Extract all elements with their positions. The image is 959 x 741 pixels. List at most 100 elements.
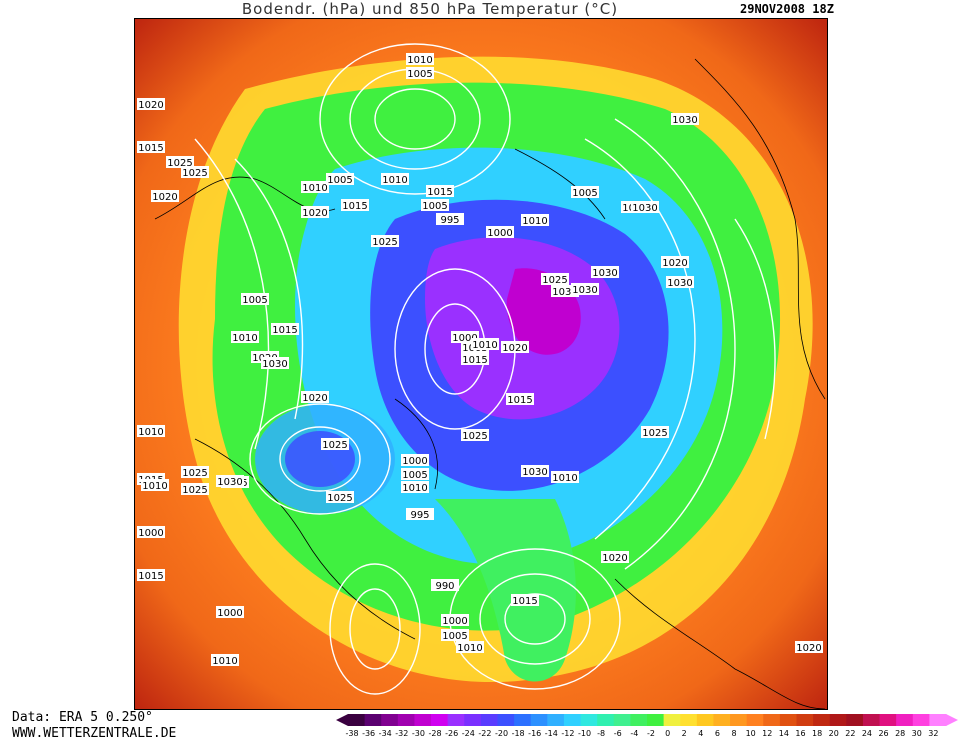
isobar-label-box [591, 266, 619, 278]
isobar-label-box [456, 641, 484, 653]
isobar-label-box [795, 641, 823, 653]
legend-tick-label: -34 [378, 729, 392, 738]
isobar-label-box [511, 594, 539, 606]
legend-swatch [497, 714, 515, 726]
isobar-label-box [301, 206, 329, 218]
isobar-label: 1020 [152, 192, 177, 203]
isobar-label: 1020 [502, 343, 527, 354]
isobar-label-box [431, 579, 459, 591]
legend-swatch [846, 714, 864, 726]
isobar-label: 1000 [452, 333, 477, 344]
legend-tick-label: -22 [478, 729, 492, 738]
legend-tick-label: -20 [494, 729, 509, 738]
legend-tick-label: -14 [544, 729, 558, 738]
isobar-label: 1010 [382, 175, 407, 186]
isobar-label: 1025 [542, 275, 567, 286]
isobar-label-box [301, 391, 329, 403]
legend-tick-label: 32 [928, 729, 939, 738]
legend-tick-label: -30 [411, 729, 425, 738]
isobar-label: 1020 [302, 393, 327, 404]
isobar-label: 1015 [427, 187, 452, 198]
isobar-label-box [541, 273, 569, 285]
isobar-label: 1005 [442, 631, 467, 642]
isobar-label: 1015 [342, 201, 367, 212]
weather-map-svg: 1010100510201015102510201025101010051020… [135, 19, 827, 709]
legend-tick-label: 14 [778, 729, 789, 738]
legend-swatch [862, 714, 881, 726]
isobar-label-box [426, 185, 454, 197]
legend-arrow-left [336, 714, 348, 726]
legend-tick-label: -2 [647, 729, 655, 738]
isobar-label-box [601, 551, 629, 563]
legend-swatch [464, 714, 482, 726]
legend-swatch [713, 714, 731, 726]
legend-tick-label: 20 [828, 729, 839, 738]
legend-swatch [447, 714, 465, 726]
legend-swatch [563, 714, 582, 726]
isobar-label: 1025 [372, 237, 397, 248]
isobar-label: 1025 [182, 485, 207, 496]
isobar-label: 1030 [632, 203, 657, 214]
legend-swatch [763, 714, 781, 726]
isobar-label-box [341, 199, 369, 211]
isobar-label-box [141, 479, 169, 491]
legend-tick-label: -8 [597, 729, 606, 738]
legend-swatch [547, 714, 565, 726]
isobar-label-box [181, 483, 209, 495]
coastlines [154, 58, 826, 709]
color-legend [336, 712, 958, 732]
legend-tick-label: 22 [845, 729, 856, 738]
isobar-label: 1015 [512, 596, 537, 607]
legend-swatch [397, 714, 415, 726]
legend-tick-label: -26 [445, 729, 459, 738]
isobar-label: 1020 [662, 258, 687, 269]
isobar-label-box [631, 201, 659, 213]
isobar-label-box [406, 67, 434, 79]
legend-swatch [431, 714, 449, 726]
isobar-label-box [271, 323, 299, 335]
isobar-label-box [137, 141, 165, 153]
isobar-label-box [666, 276, 694, 288]
legend-swatch [630, 714, 648, 726]
isobar-label: 1025 [462, 431, 487, 442]
isobar-label: 1030 [672, 115, 697, 126]
isobar-label: 1020 [138, 100, 163, 111]
isobar-label: 1000 [402, 456, 427, 467]
legend-tick-label: -24 [461, 729, 475, 738]
isobar-label: 1010 [472, 340, 497, 351]
legend-tick-label: -18 [511, 729, 525, 738]
isobar-label-box [486, 226, 514, 238]
isobar-label: 1010 [302, 183, 327, 194]
isobar-label-box [181, 166, 209, 178]
legend-tick-label: -38 [345, 729, 359, 738]
isobar-label-box [137, 526, 165, 538]
isobar-label: 1010 [212, 656, 237, 667]
legend-swatch [912, 714, 930, 726]
map-date: 29NOV2008 18Z [740, 2, 834, 16]
isobar-label-box [216, 606, 244, 618]
isobar-label-box [211, 654, 239, 666]
isobar-label: 1030 [522, 467, 547, 478]
isobar-label: 1030 [572, 285, 597, 296]
isobar-label-box [641, 426, 669, 438]
isobar-label: 1010 [232, 333, 257, 344]
legend-tick-label: 0 [665, 729, 671, 738]
legend-swatch [530, 714, 548, 726]
isobar-label: 1015 [272, 325, 297, 336]
isobar-label: 1020 [602, 553, 627, 564]
isobar-labels: 1010100510201015102510201025101010051020… [137, 53, 823, 667]
isobar-label: 1025 [182, 468, 207, 479]
isobar-label-box [261, 357, 289, 369]
isobar-label: 1010 [552, 473, 577, 484]
legend-swatch [580, 714, 598, 726]
isobar-label: 1010 [522, 216, 547, 227]
isobar-label-box [326, 173, 354, 185]
isobar-label: 1030 [217, 477, 242, 488]
isobar-label: 1000 [138, 528, 163, 539]
isobar-label-box [166, 156, 194, 168]
legend-swatch [381, 714, 399, 726]
isobar-label-box [421, 199, 449, 211]
isobar-label-box [571, 283, 599, 295]
legend-tick-label: -28 [428, 729, 442, 738]
isobar-label-box [241, 293, 269, 305]
